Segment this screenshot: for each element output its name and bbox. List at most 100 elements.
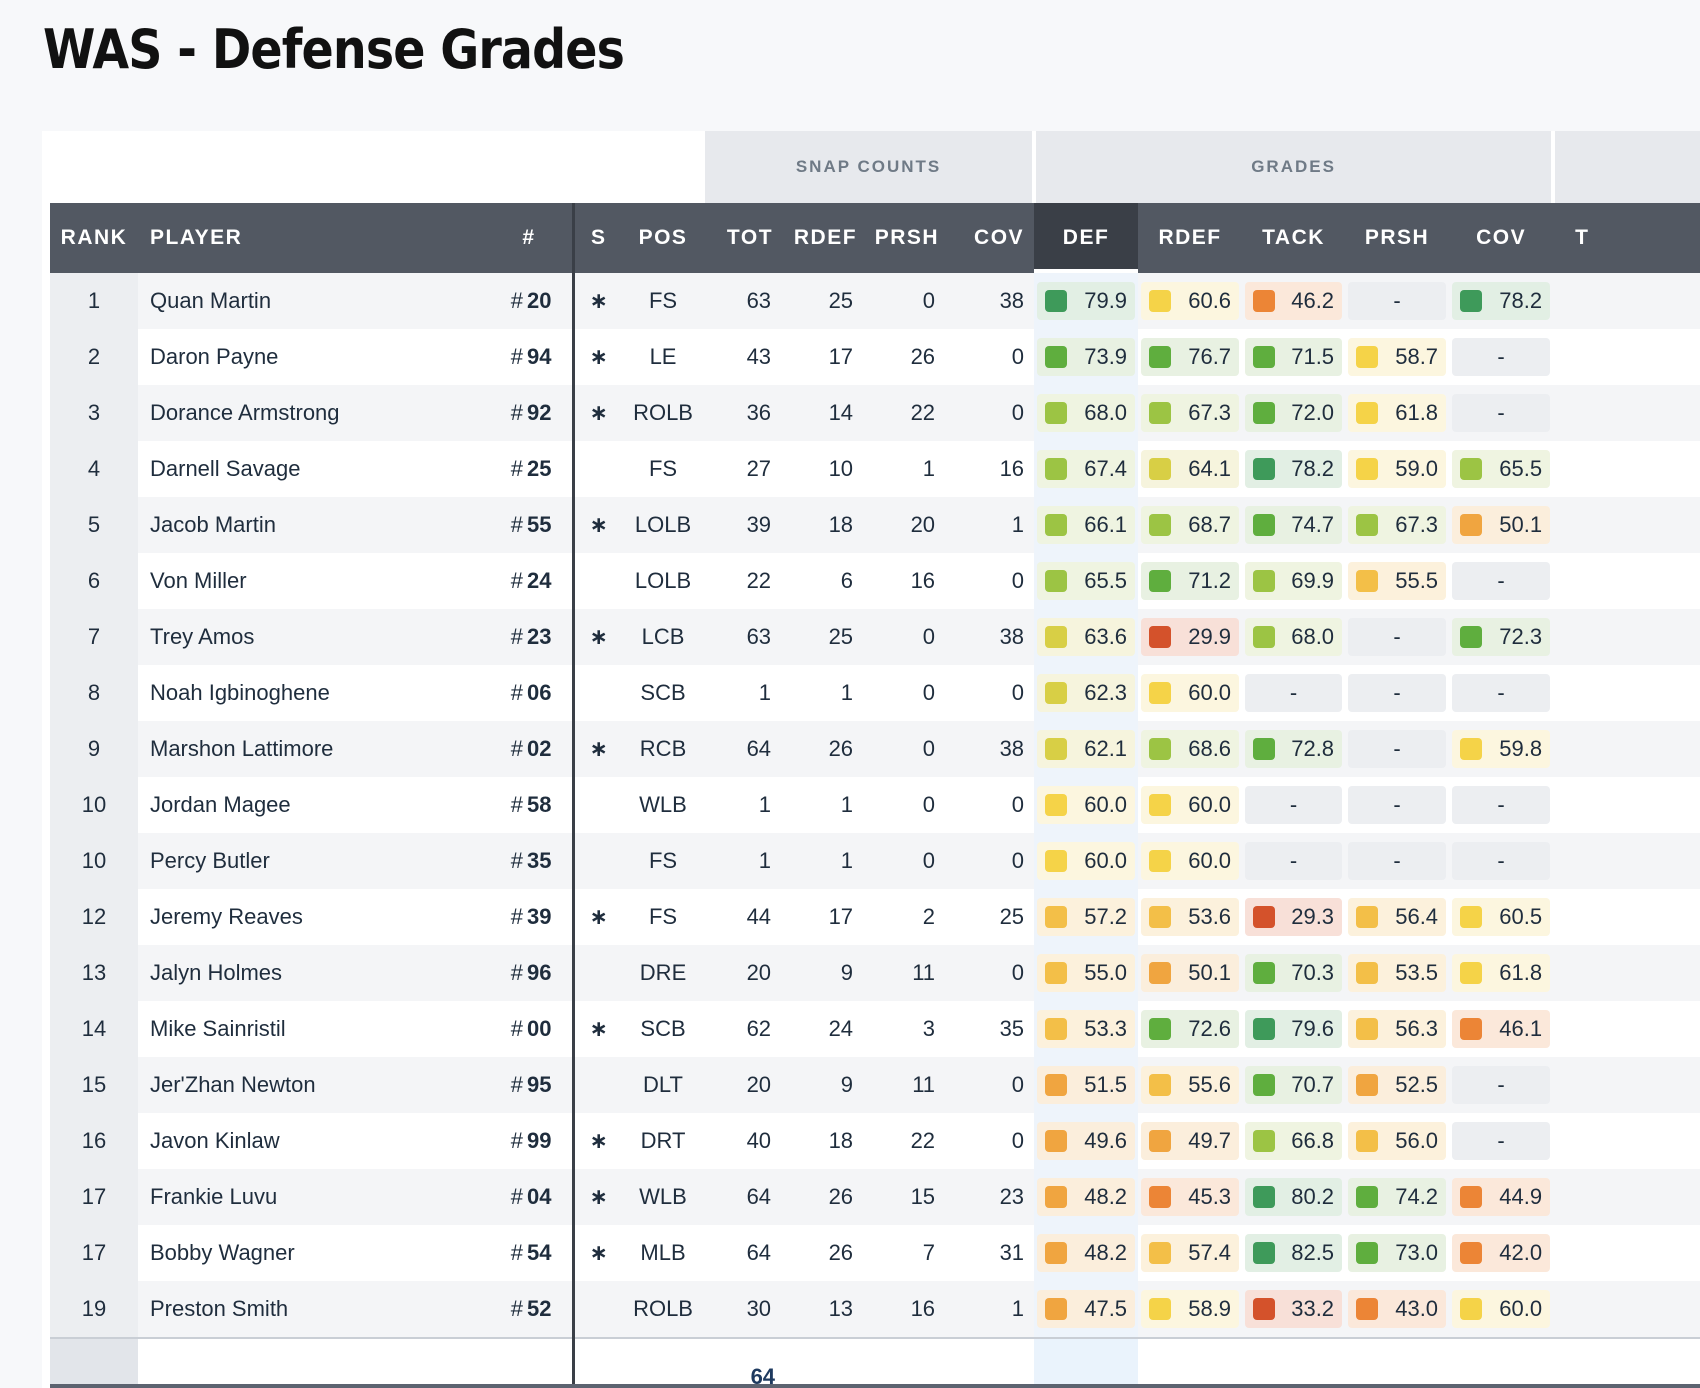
snap-prsh: 22 xyxy=(865,1113,948,1169)
grade-color-swatch xyxy=(1356,402,1379,424)
grade-value: 45.3 xyxy=(1188,1184,1232,1209)
col-starter[interactable]: S xyxy=(573,203,623,273)
col-snap-prsh[interactable]: PRSH xyxy=(865,203,948,273)
col-rank[interactable]: RANK xyxy=(50,203,138,273)
col-grade-prsh[interactable]: PRSH xyxy=(1345,203,1450,273)
col-snap-cov[interactable]: COV xyxy=(947,203,1035,273)
table-row[interactable]: 4 Darnell Savage #25 FS 27 10 1 16 67.4 64.1 78.2 5… xyxy=(50,441,1700,497)
grade-color-swatch xyxy=(1253,1018,1276,1040)
table-row[interactable]: 10 Jordan Magee #58 WLB 1 1 0 0 60.0 60.0- - - xyxy=(50,777,1700,833)
table-row[interactable]: 7 Trey Amos #23 ∗ LCB 63 25 0 38 63.6 29.9 68.0-72.… xyxy=(50,609,1700,665)
table-row[interactable]: 17 Frankie Luvu #04 ∗ WLB 64 26 15 23 48.2 45.3 80.… xyxy=(50,1169,1700,1225)
grade-color-swatch xyxy=(1045,1018,1068,1040)
player-name-link[interactable]: Preston Smith xyxy=(138,1281,443,1338)
table-row[interactable]: 6 Von Miller #24 LOLB 22 6 16 0 65.5 71.2 69.9 55.5… xyxy=(50,553,1700,609)
player-name-link[interactable]: Dorance Armstrong xyxy=(138,385,443,441)
snap-rdef: 9 xyxy=(783,945,866,1001)
next-column-cell xyxy=(1553,1057,1700,1113)
rank-cell: 4 xyxy=(50,441,138,497)
player-name-link[interactable]: Percy Butler xyxy=(138,833,443,889)
grade-badge: 57.4 xyxy=(1141,1234,1240,1272)
col-number[interactable]: # xyxy=(443,203,575,273)
player-name-link[interactable]: Daron Payne xyxy=(138,329,443,385)
player-name-link[interactable]: Noah Igbinoghene xyxy=(138,665,443,721)
snap-prsh: 0 xyxy=(865,665,948,721)
grade-color-swatch xyxy=(1356,1298,1379,1320)
player-name-link[interactable]: Jacob Martin xyxy=(138,497,443,553)
grade-value: 74.2 xyxy=(1395,1184,1439,1209)
player-name-link[interactable]: Jordan Magee xyxy=(138,777,443,833)
grade-badge-empty: - xyxy=(1348,674,1447,712)
grade-value: 71.5 xyxy=(1291,344,1335,369)
snap-rdef: 13 xyxy=(783,1281,866,1338)
player-name-link[interactable]: Jeremy Reaves xyxy=(138,889,443,945)
player-name-link[interactable]: Javon Kinlaw xyxy=(138,1113,443,1169)
snap-total: 64 xyxy=(703,1169,784,1225)
starter-marker: ∗ xyxy=(573,609,623,665)
grade-color-swatch xyxy=(1253,738,1276,760)
table-row[interactable]: 3 Dorance Armstrong #92 ∗ ROLB 36 14 22 0 68.0 67.… xyxy=(50,385,1700,441)
grade-badge: 58.9 xyxy=(1141,1290,1240,1328)
grade-g_prsh-cell: 56.3 xyxy=(1345,1001,1450,1057)
player-name-link[interactable]: Von Miller xyxy=(138,553,443,609)
table-row[interactable]: 8 Noah Igbinoghene #06 SCB 1 1 0 0 62.3 60.0- - - xyxy=(50,665,1700,721)
col-grade-rdef[interactable]: RDEF xyxy=(1138,203,1243,273)
grade-value: 59.0 xyxy=(1395,456,1439,481)
col-tot[interactable]: TOT xyxy=(703,203,784,273)
col-extra[interactable]: T xyxy=(1553,203,1700,273)
table-row[interactable]: 19 Preston Smith #52 ROLB 30 13 16 1 47.5 58.9 33.… xyxy=(50,1281,1700,1338)
table-row[interactable]: 12 Jeremy Reaves #39 ∗ FS 44 17 2 25 57.2 53.6 29.3… xyxy=(50,889,1700,945)
player-name-link[interactable]: Quan Martin xyxy=(138,273,443,329)
snap-rdef: 24 xyxy=(783,1001,866,1057)
player-name-link[interactable]: Marshon Lattimore xyxy=(138,721,443,777)
grade-badge: 64.1 xyxy=(1141,450,1240,488)
player-name-link[interactable]: Jalyn Holmes xyxy=(138,945,443,1001)
grade-value: 66.1 xyxy=(1084,512,1128,537)
grade-badge: 46.1 xyxy=(1452,1010,1551,1048)
col-pos[interactable]: POS xyxy=(623,203,704,273)
grade-tack-cell: - xyxy=(1242,777,1346,833)
player-name-link[interactable]: Trey Amos xyxy=(138,609,443,665)
snap-total: 27 xyxy=(703,441,784,497)
snap-rdef: 1 xyxy=(783,777,866,833)
table-row[interactable]: 1 Quan Martin #20 ∗ FS 63 25 0 38 79.9 60.6 46.2-78… xyxy=(50,273,1700,329)
col-snap-rdef[interactable]: RDEF xyxy=(783,203,866,273)
grade-badge: 82.5 xyxy=(1245,1234,1343,1272)
grade-badge-empty: - xyxy=(1348,618,1447,656)
table-row[interactable]: 5 Jacob Martin #55 ∗ LOLB 39 18 20 1 66.1 68.7 74.7… xyxy=(50,497,1700,553)
grade-color-swatch xyxy=(1045,682,1068,704)
grade-def-cell: 68.0 xyxy=(1034,385,1139,441)
grade-color-swatch xyxy=(1045,906,1068,928)
grade-value: 58.9 xyxy=(1188,1296,1232,1321)
defense-grades-table: SNAP COUNTS GRADES RANK PLAYER # S POS T… xyxy=(50,131,1700,1388)
col-tack[interactable]: TACK xyxy=(1242,203,1346,273)
table-row[interactable]: 10 Percy Butler #35 FS 1 1 0 0 60.0 60.0- - - xyxy=(50,833,1700,889)
table-row[interactable]: 15 Jer'Zhan Newton #95 DLT 20 9 11 0 51.5 55.6 70.… xyxy=(50,1057,1700,1113)
table-row[interactable]: 2 Daron Payne #94 ∗ LE 43 17 26 0 73.9 76.7 71.5 58.… xyxy=(50,329,1700,385)
grade-g_prsh-cell: - xyxy=(1345,273,1450,329)
grade-def-cell: 55.0 xyxy=(1034,945,1139,1001)
grade-g_prsh-cell: - xyxy=(1345,665,1450,721)
grade-value: 50.1 xyxy=(1499,512,1543,537)
player-name-link[interactable]: Bobby Wagner xyxy=(138,1225,443,1281)
player-name-link[interactable]: Jer'Zhan Newton xyxy=(138,1057,443,1113)
player-name-link[interactable]: Frankie Luvu xyxy=(138,1169,443,1225)
player-name-link[interactable]: Darnell Savage xyxy=(138,441,443,497)
col-def[interactable]: DEF xyxy=(1034,203,1139,273)
col-player[interactable]: PLAYER xyxy=(138,203,443,273)
table-scroll-area[interactable]: SNAP COUNTS GRADES RANK PLAYER # S POS T… xyxy=(50,131,1700,1388)
col-grade-cov[interactable]: COV xyxy=(1449,203,1554,273)
table-row[interactable]: 9 Marshon Lattimore #02 ∗ RCB 64 26 0 38 62.1 68.6… xyxy=(50,721,1700,777)
rank-cell: 19 xyxy=(50,1281,138,1338)
snap-cov: 0 xyxy=(947,665,1035,721)
grade-g_cov-cell: 60.0 xyxy=(1449,1281,1554,1338)
player-name-link[interactable]: Mike Sainristil xyxy=(138,1001,443,1057)
next-column-cell xyxy=(1553,721,1700,777)
table-row[interactable]: 14 Mike Sainristil #00 ∗ SCB 62 24 3 35 53.3 72.6 7… xyxy=(50,1001,1700,1057)
table-row[interactable]: 17 Bobby Wagner #54 ∗ MLB 64 26 7 31 48.2 57.4 82.5… xyxy=(50,1225,1700,1281)
grade-color-swatch xyxy=(1253,290,1276,312)
hash-symbol: # xyxy=(510,512,524,537)
grade-g_rdef-cell: 60.0 xyxy=(1138,833,1243,889)
table-row[interactable]: 13 Jalyn Holmes #96 DRE 20 9 11 0 55.0 50.1 70.3 53… xyxy=(50,945,1700,1001)
table-row[interactable]: 16 Javon Kinlaw #99 ∗ DRT 40 18 22 0 49.6 49.7 66.8… xyxy=(50,1113,1700,1169)
